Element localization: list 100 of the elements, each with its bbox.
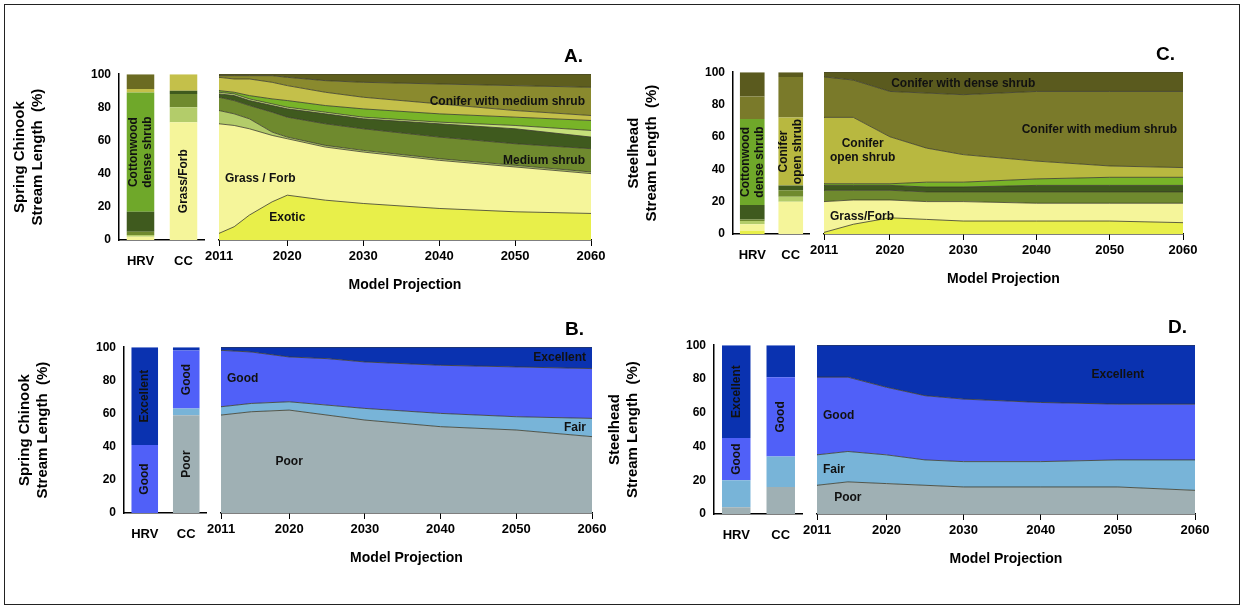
x-axis-title: Model Projection (947, 270, 1060, 287)
x-tick-label: 2060 (1168, 242, 1198, 258)
bar (131, 445, 159, 513)
x-tick-label: 2020 (274, 521, 304, 537)
y-tick-label: 40 (102, 438, 117, 453)
y-axis-title: Spring Chinook Stream Length (%) (15, 361, 51, 499)
y-tick-label: 100 (90, 66, 112, 81)
text: Good (773, 401, 788, 433)
bar (766, 456, 795, 487)
series-label: Exotic (269, 209, 306, 224)
bar (766, 377, 795, 457)
x-tick-label: 2011 (809, 242, 839, 258)
series-label: Cottonwood dense shrub (737, 126, 766, 198)
y-tick-label: 0 (104, 232, 112, 247)
y-tick-label: 20 (102, 472, 117, 487)
x-axis-title: Model Projection (350, 549, 463, 566)
y-tick-label: 60 (97, 132, 112, 147)
y-tick-label: 100 (685, 337, 707, 352)
series-label: Grass/Forb (175, 149, 190, 214)
x-tick-label: 2030 (350, 521, 380, 537)
bar (126, 211, 155, 232)
x-tick-label: 2020 (272, 248, 302, 264)
series-label: Excellent (728, 365, 743, 418)
bar (739, 230, 765, 234)
x-tick-label: 2040 (426, 521, 456, 537)
series-label: Conifer with medium shrub (429, 93, 585, 108)
bar (739, 96, 765, 120)
x-tick-label: 2020 (875, 242, 905, 258)
bar (169, 107, 198, 123)
y-tick-label: 20 (692, 472, 707, 487)
x-tick-label: 2040 (1022, 242, 1051, 258)
x-axis-title: Model Projection (348, 276, 462, 293)
series-label: Excellent (533, 350, 586, 365)
y-tick-label: 80 (102, 372, 117, 387)
y-tick-label: 60 (102, 405, 117, 420)
x-tick-label: 2050 (1095, 242, 1125, 258)
series-label: Fair (823, 462, 846, 477)
x-tick-label: CC (771, 527, 791, 543)
x-tick-label: CC (176, 526, 197, 542)
bar (126, 74, 155, 90)
text: Good (178, 363, 193, 396)
y-tick-label: 20 (711, 193, 726, 208)
bar (778, 185, 804, 191)
y-tick-label: 100 (704, 64, 726, 79)
y-tick-label: 0 (699, 506, 707, 521)
x-tick-label: 2011 (802, 522, 832, 538)
bar (722, 507, 751, 514)
x-axis-title: Model Projection (949, 550, 1063, 567)
y-axis-title: Spring Chinook Stream Length (%) (10, 88, 46, 226)
bar (172, 415, 200, 513)
x-tick-label: 2050 (501, 521, 531, 537)
x-tick-label: HRV (722, 527, 751, 543)
series-label: Grass/Forb (829, 209, 895, 224)
y-tick-label: 40 (711, 161, 726, 176)
series-label: Poor (834, 490, 862, 505)
series-label: Conifer open shrub (776, 118, 805, 185)
y-tick-label: 60 (692, 405, 707, 420)
bar (739, 72, 765, 97)
bar (739, 224, 765, 231)
y-tick-label: 80 (692, 371, 707, 386)
y-tick-label: 40 (692, 438, 707, 453)
bar (778, 190, 804, 197)
series-label: Poor (275, 453, 304, 468)
y-tick-label: 0 (109, 505, 117, 520)
x-tick-label: 2011 (204, 248, 234, 264)
bar (739, 204, 765, 220)
x-tick-label: 2030 (348, 248, 378, 264)
y-axis-title: Steelhead Stream Length (%) (624, 84, 660, 222)
bar (172, 347, 200, 351)
series-label: Excellent (137, 369, 152, 423)
series-label: Good (227, 370, 259, 385)
chart-title: B. (565, 317, 584, 339)
x-tick-label: 2060 (577, 521, 607, 537)
x-tick-label: HRV (126, 253, 155, 269)
x-tick-label: 2020 (871, 522, 901, 538)
x-tick-label: CC (781, 247, 801, 263)
x-tick-label: 2030 (949, 522, 979, 538)
y-tick-label: 40 (97, 165, 112, 180)
bar (169, 74, 198, 91)
x-tick-label: 2011 (206, 521, 236, 537)
series-label: Grass / Forb (225, 170, 296, 185)
x-tick-label: 2040 (1026, 522, 1056, 538)
chart-title: C. (1156, 42, 1175, 64)
bar (778, 196, 804, 202)
series-label: Good (728, 443, 743, 475)
series-label: Poor (178, 450, 193, 478)
bar (172, 408, 200, 416)
x-tick-label: 2060 (1180, 522, 1210, 538)
series-label: Medium shrub (502, 152, 586, 167)
series-label: Cottonwood dense shrub (125, 116, 154, 188)
x-tick-label: 2050 (1103, 522, 1133, 538)
x-tick-label: CC (174, 253, 194, 269)
series-label: Conifer with medium shrub (1021, 121, 1177, 136)
bar (722, 480, 751, 508)
bar (778, 201, 804, 234)
x-tick-label: 2060 (576, 248, 606, 264)
y-tick-label: 20 (97, 199, 112, 214)
chart-title: D. (1168, 315, 1187, 337)
series-label: Good (823, 408, 855, 423)
bar (169, 94, 198, 108)
